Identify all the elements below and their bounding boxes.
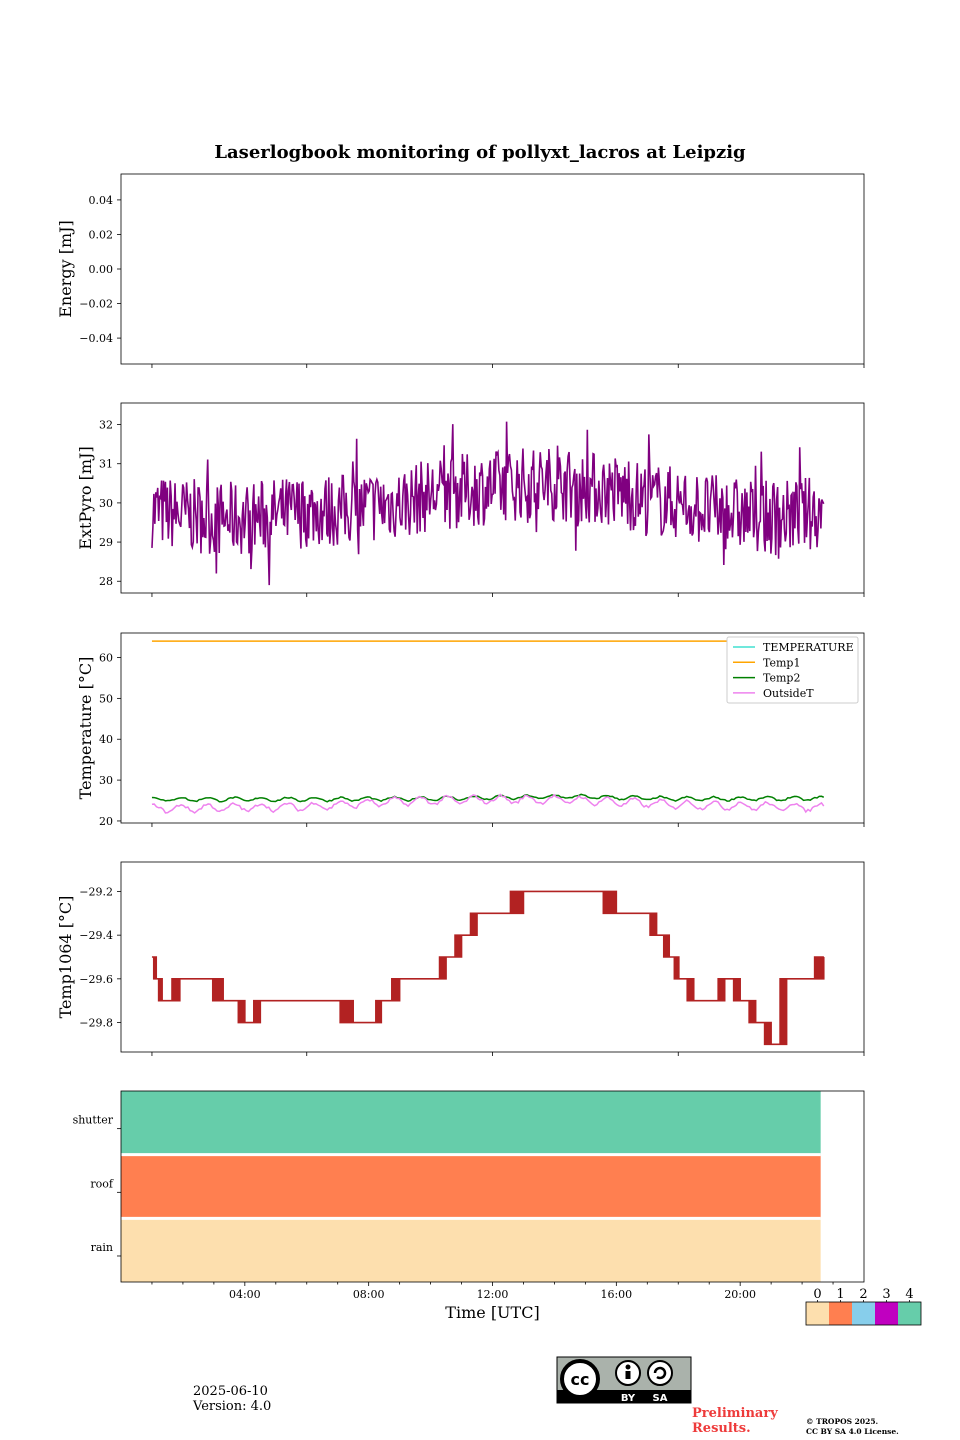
xtick-label: 08:00 (353, 1288, 385, 1301)
ytick-label: −29.6 (79, 973, 113, 986)
colorbar-tick-label: 2 (859, 1287, 867, 1302)
ytick-label-rain: rain (91, 1241, 113, 1254)
y-axis-label: Energy [mJ] (56, 220, 75, 318)
panel-2: 28 29 30 31 32 ExtPyro [mJ] (76, 402, 865, 597)
colorbar-tick-label: 4 (905, 1287, 913, 1302)
plot-frame (120, 861, 865, 1053)
y-axis-label: Temperature [°C] (76, 657, 95, 800)
footer-version: Version: 4.0 (193, 1399, 272, 1414)
series-line (151, 890, 825, 1046)
ytick-label: 50 (99, 692, 113, 705)
y-axis-label: Temp1064 [°C] (56, 896, 75, 1019)
svg-text:cc: cc (571, 1370, 590, 1389)
series-line (151, 421, 825, 586)
status-band-roof (121, 1154, 821, 1219)
copyright-note: © TROPOS 2025. CC BY SA 4.0 License. (806, 1417, 899, 1437)
ytick-label-shutter: shutter (73, 1114, 114, 1127)
legend-label: Temp1 (763, 656, 800, 669)
colorbar-swatch (852, 1302, 875, 1325)
preliminary-line1: Preliminary (692, 1406, 778, 1421)
copyright-line2: CC BY SA 4.0 License. (806, 1427, 899, 1436)
legend-label: Temp2 (763, 672, 800, 685)
ytick-label: 30 (99, 497, 113, 510)
ytick-label: −29.4 (79, 929, 113, 942)
series-outsidet (151, 793, 825, 814)
cc-icon (560, 1359, 600, 1399)
status-band-shutter (121, 1091, 821, 1155)
ytick-label: 32 (99, 419, 113, 432)
legend: TEMPERATURE Temp1 Temp2 OutsideT (726, 636, 859, 704)
cc-license-badge: cc BY SA (556, 1356, 692, 1404)
plot-area (151, 890, 825, 1046)
plot-area (151, 640, 825, 814)
ytick-label: 31 (99, 458, 113, 471)
colorbar-swatch (898, 1302, 921, 1325)
legend-box (726, 636, 859, 704)
xtick-label: 12:00 (477, 1288, 509, 1301)
y-axis-label: ExtPyro [mJ] (76, 446, 95, 549)
preliminary-line2: Results. (692, 1421, 751, 1436)
ytick-label-roof: roof (90, 1177, 114, 1190)
copyright-line1: © TROPOS 2025. (806, 1417, 879, 1426)
xtick-label: 20:00 (724, 1288, 756, 1301)
xtick-label: 04:00 (229, 1288, 261, 1301)
legend-label: TEMPERATURE (763, 641, 854, 654)
ytick-label: 0.02 (89, 228, 114, 241)
plot-area (151, 421, 825, 586)
colorbar-swatch (875, 1302, 898, 1325)
ytick-label: 60 (99, 652, 113, 665)
ytick-label: 20 (99, 815, 113, 828)
colorbar-tick-label: 3 (882, 1287, 890, 1302)
x-axis-label: Time [UTC] (445, 1303, 539, 1322)
ytick-label: −29.2 (79, 885, 113, 898)
colorbar-tick-label: 1 (836, 1287, 844, 1302)
xtick-label: 16:00 (600, 1288, 632, 1301)
panel-3: 20 30 40 50 60 Temperature [°C] TEMPERATURE Tem… (76, 632, 865, 828)
ytick-label: 40 (99, 733, 113, 746)
colorbar-swatch (806, 1302, 829, 1325)
sa-share-icon (647, 1360, 673, 1386)
panel-1: 0.04 0.02 0.00 −0.02 −0.04 Energy [mJ] (56, 173, 865, 368)
ytick-label: 0.00 (89, 263, 114, 276)
status-band-rain (121, 1218, 821, 1282)
ytick-label: 28 (99, 575, 113, 588)
ytick-label: 30 (99, 774, 113, 787)
plot-frame (120, 173, 865, 365)
figure-title: Laserlogbook monitoring of pollyxt_lacro… (214, 142, 746, 163)
panel-5: shutter roof rain 04:00 08:00 12:00 16:00 20:00… (73, 1090, 865, 1322)
colorbar-swatch (829, 1302, 852, 1325)
ytick-label: −0.02 (79, 298, 113, 311)
panels: 0.04 0.02 0.00 −0.02 −0.04 Energy [mJ] 28 29 30 3… (56, 173, 865, 1322)
cc-sa-label: SA (653, 1393, 668, 1404)
legend-label: OutsideT (763, 687, 814, 700)
colorbar-frame (805, 1301, 922, 1326)
ytick-label: 29 (99, 536, 113, 549)
footer-date: 2025-06-10 (193, 1384, 268, 1399)
ytick-label: −0.04 (79, 332, 113, 345)
series-temp2 (151, 793, 825, 803)
panel-4: −29.2 −29.4 −29.6 −29.8 Temp1064 [°C] (56, 861, 865, 1056)
ytick-label: 0.04 (89, 194, 114, 207)
preliminary-note: Preliminary Results. (692, 1406, 778, 1436)
cc-by-label: BY (621, 1393, 636, 1404)
colorbar-tick-label: 0 (813, 1287, 821, 1302)
footer-meta: 2025-06-10 Version: 4.0 (193, 1384, 271, 1414)
ytick-label: −29.8 (79, 1017, 113, 1030)
